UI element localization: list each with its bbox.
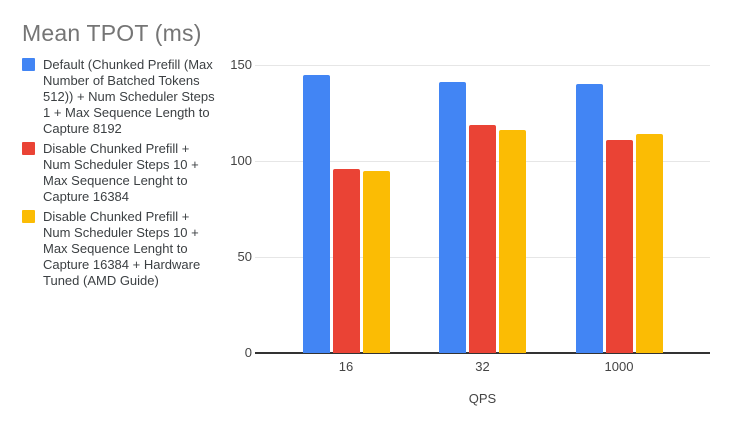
x-axis-title: QPS	[468, 391, 497, 406]
legend-label-line: Default (Chunked Prefill (Max	[43, 57, 213, 72]
legend-label-line: 1 + Max Sequence Length to	[43, 105, 210, 120]
y-tick-label-150: 150	[230, 57, 252, 72]
bar-series3-qps32	[499, 130, 526, 353]
legend-label-line: Capture 8192	[43, 121, 122, 136]
bar-series3-qps1000	[635, 134, 663, 353]
bar-series3-qps16	[362, 170, 390, 353]
bar-series1-qps16	[302, 74, 330, 353]
legend-label-line: Capture 16384	[43, 189, 130, 204]
bar-series2-qps16	[332, 168, 360, 353]
y-tick-label-100: 100	[230, 153, 252, 168]
legend-label-line: Capture 16384 + Hardware	[43, 257, 201, 272]
bar-series1-qps1000	[575, 84, 603, 353]
bar-group-1000	[575, 65, 663, 353]
legend-label-line: Number of Batched Tokens	[43, 73, 200, 88]
x-tick-label-1000: 1000	[604, 359, 634, 374]
y-tick-label-50: 50	[237, 249, 252, 264]
bar-series1-qps32	[439, 82, 466, 353]
x-axis-line	[255, 352, 710, 354]
gridline-150	[255, 65, 710, 66]
legend-label-line: Num Scheduler Steps 10 +	[43, 157, 199, 172]
bar-group-32	[439, 65, 526, 353]
legend-label: Default (Chunked Prefill (Max Number of B…	[43, 57, 215, 137]
bar-group-16	[302, 65, 390, 353]
legend-item-2: Disable Chunked Prefill + Num Scheduler S…	[22, 209, 232, 289]
legend-label-line: Max Sequence Lenght to	[43, 173, 188, 188]
bar-series2-qps1000	[605, 139, 633, 353]
y-tick-label-0: 0	[244, 345, 252, 360]
legend-label-line: Disable Chunked Prefill +	[43, 209, 190, 224]
legend-swatch-icon	[22, 210, 35, 223]
legend-label: Disable Chunked Prefill + Num Scheduler S…	[43, 209, 200, 289]
legend-label-line: Num Scheduler Steps 10 +	[43, 225, 199, 240]
legend-label-line: Tuned (AMD Guide)	[43, 273, 159, 288]
x-tick-label-16: 16	[338, 359, 354, 374]
bar-series2-qps32	[469, 124, 496, 353]
legend-label-line: 512)) + Num Scheduler Steps	[43, 89, 215, 104]
chart-title: Mean TPOT (ms)	[22, 20, 202, 46]
legend-label-line: Disable Chunked Prefill +	[43, 141, 190, 156]
legend-swatch-icon	[22, 142, 35, 155]
legend-item-1: Disable Chunked Prefill + Num Scheduler S…	[22, 141, 232, 205]
plot-area	[255, 65, 710, 354]
legend-label-line: Max Sequence Lenght to	[43, 241, 188, 256]
x-tick-label-32: 32	[475, 359, 490, 374]
legend-swatch-icon	[22, 58, 35, 71]
legend-item-0: Default (Chunked Prefill (Max Number of B…	[22, 57, 232, 137]
legend: Default (Chunked Prefill (Max Number of B…	[22, 57, 232, 289]
legend-label: Disable Chunked Prefill + Num Scheduler S…	[43, 141, 199, 205]
